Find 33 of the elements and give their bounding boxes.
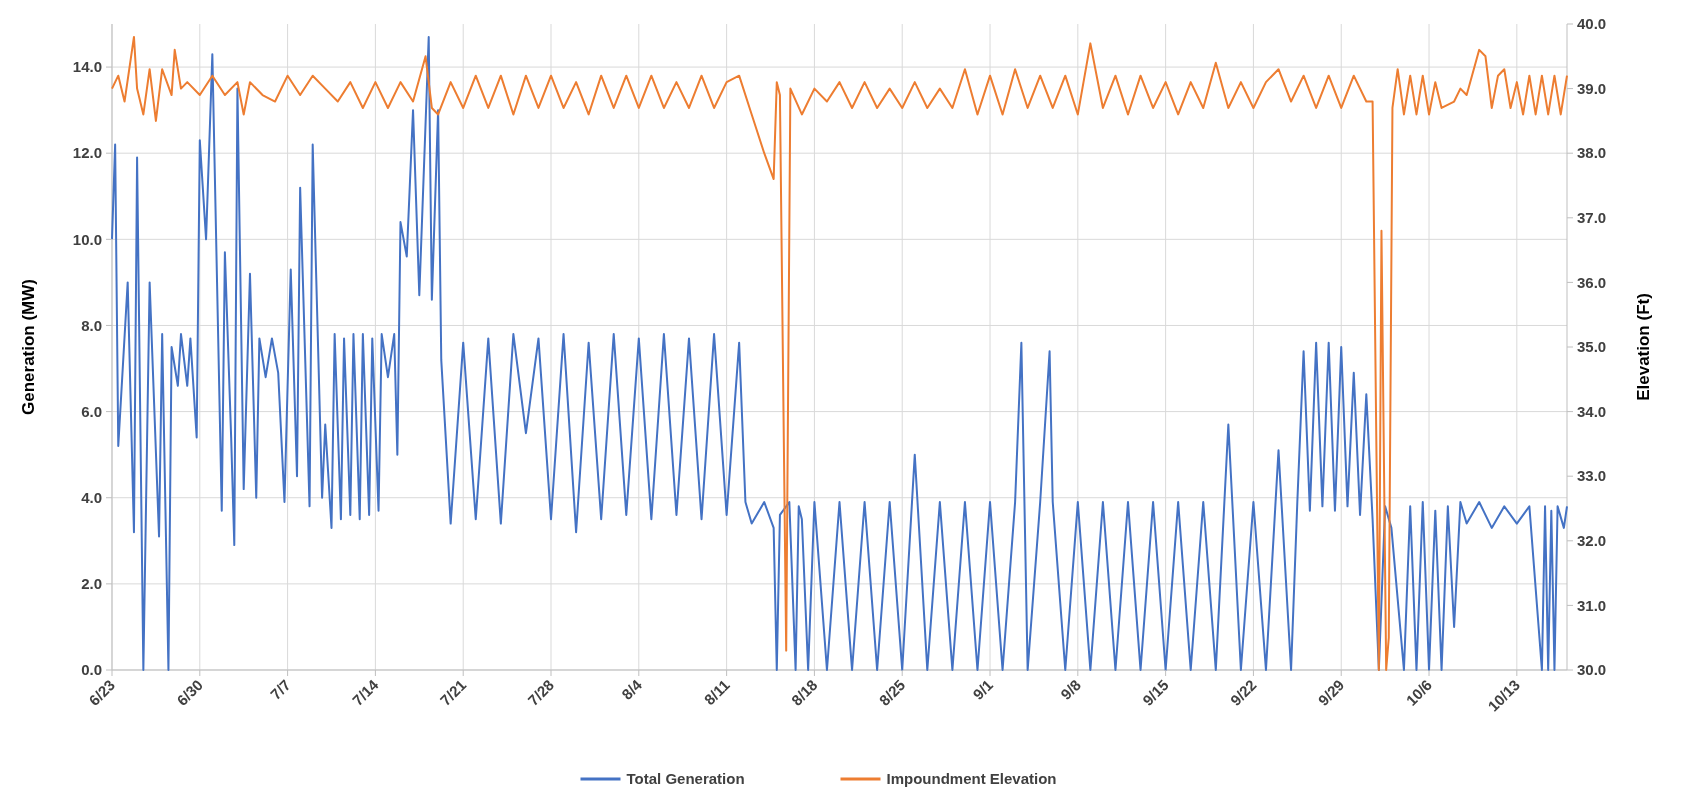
x-tick-label: 8/11 — [700, 676, 733, 709]
y-tick-label: 10.0 — [72, 230, 102, 248]
x-tick-label: 9/1 — [969, 676, 997, 703]
y-tick-label: 0.0 — [81, 661, 102, 679]
y2-tick-label: 37.0 — [1577, 209, 1607, 227]
y-tick-label: 14.0 — [72, 58, 102, 76]
y2-tick-label: 40.0 — [1577, 15, 1607, 33]
y-tick-label: 8.0 — [81, 316, 102, 334]
y2-tick-label: 35.0 — [1577, 338, 1607, 356]
x-tick-label: 9/8 — [1057, 676, 1084, 703]
y-tick-label: 6.0 — [81, 402, 102, 420]
y2-tick-label: 32.0 — [1577, 532, 1607, 550]
y2-tick-label: 39.0 — [1577, 79, 1607, 97]
x-tick-label: 7/28 — [524, 676, 558, 709]
y2-tick-label: 31.0 — [1577, 596, 1607, 614]
x-tick-label: 8/4 — [618, 675, 646, 703]
y2-axis-title: Elevation (Ft) — [1634, 293, 1653, 401]
x-tick-label: 6/30 — [173, 676, 206, 709]
x-tick-label: 6/23 — [85, 676, 119, 709]
x-tick-label: 7/21 — [436, 676, 470, 709]
legend-label: Impoundment Elevation — [886, 770, 1057, 788]
y-axis-title: Generation (MW) — [19, 279, 38, 415]
y2-tick-label: 38.0 — [1577, 144, 1607, 162]
y-tick-label: 12.0 — [72, 144, 102, 162]
x-tick-label: 7/7 — [266, 676, 294, 703]
y-tick-label: 4.0 — [81, 488, 102, 506]
y2-tick-label: 36.0 — [1577, 273, 1607, 291]
legend-label: Total Generation — [626, 770, 745, 788]
y2-tick-label: 34.0 — [1577, 402, 1607, 420]
x-tick-label: 7/14 — [348, 675, 382, 709]
y-tick-label: 2.0 — [81, 575, 102, 593]
y2-tick-label: 33.0 — [1577, 467, 1607, 485]
y2-tick-label: 30.0 — [1577, 661, 1607, 679]
